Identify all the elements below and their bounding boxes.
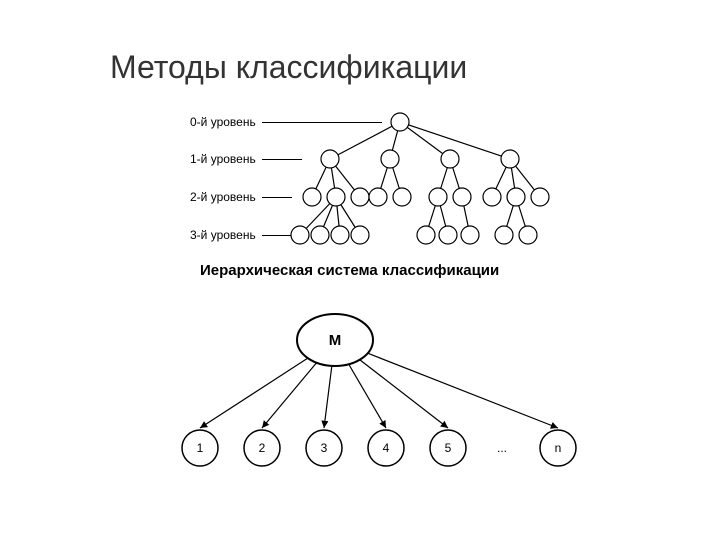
slide-title: Методы классификации (110, 49, 467, 86)
level-label: 0-й уровень (190, 115, 256, 129)
level-label: 2-й уровень (190, 190, 256, 204)
svg-text:1: 1 (197, 441, 204, 455)
hierarchical-tree-diagram (290, 108, 570, 258)
svg-text:n: n (555, 441, 562, 455)
svg-text:М: М (329, 332, 342, 349)
svg-text:2: 2 (259, 441, 266, 455)
svg-text:3: 3 (321, 441, 328, 455)
level-label: 3-й уровень (190, 228, 256, 242)
slide: { "title":"Методы классификации", "title… (0, 0, 720, 540)
hier-caption: Иерархическая система классификации (200, 262, 499, 279)
level-guide-line (262, 197, 292, 198)
level-guide-line (262, 235, 292, 236)
facet-diagram: М 1 2 3 4 5 n... (170, 300, 590, 490)
svg-text:5: 5 (445, 441, 452, 455)
level-label: 1-й уровень (190, 152, 256, 166)
svg-text:...: ... (497, 441, 507, 455)
svg-text:4: 4 (383, 441, 390, 455)
